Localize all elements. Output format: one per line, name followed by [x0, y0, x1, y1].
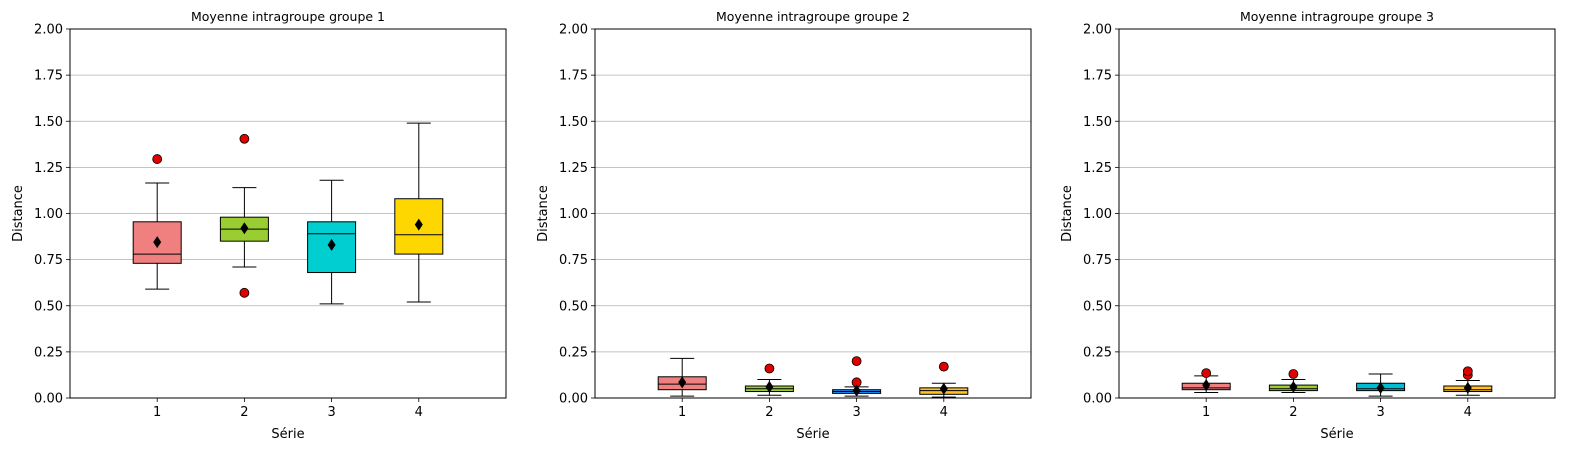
box-series-3 — [307, 179, 357, 305]
axes-frame — [594, 28, 1032, 399]
outlier-point — [152, 154, 163, 164]
mean-marker — [852, 384, 861, 397]
box-series-3 — [1356, 373, 1406, 397]
y-tick-label: 2.00 — [34, 23, 63, 38]
mean-marker — [1202, 379, 1211, 392]
y-axis-label: Distance — [1060, 185, 1075, 242]
y-tick-label: 0.00 — [559, 392, 588, 407]
subplot-title: Moyenne intragroupe groupe 1 — [191, 9, 385, 24]
x-tick-label: 2 — [765, 405, 773, 420]
box-series-1 — [657, 357, 707, 397]
y-tick-label: 0.25 — [1083, 345, 1112, 360]
mean-marker — [1376, 381, 1385, 394]
x-tick-label: 2 — [240, 405, 248, 420]
y-tick-label: 0.25 — [34, 345, 63, 360]
y-axis-label: Distance — [536, 185, 551, 242]
mean-marker — [240, 222, 249, 235]
y-tick-label: 0.50 — [1083, 299, 1112, 314]
mean-marker — [765, 380, 774, 393]
subplot-1: 0.00 0.25 0.50 0.75 1.00 1.25 1.50 1.75 2.00 1 2 3 4… — [11, 9, 507, 442]
box-series-4 — [1443, 366, 1493, 396]
x-tick-label: 3 — [852, 405, 860, 420]
y-tick-label: 1.50 — [34, 115, 63, 130]
outlier-point — [239, 133, 250, 144]
axes-frame — [1118, 28, 1556, 399]
mean-marker — [327, 238, 336, 251]
y-tick-label: 1.75 — [559, 69, 588, 84]
x-tick-label: 3 — [1376, 405, 1384, 420]
y-axis-label: Distance — [11, 185, 26, 242]
subplot-title: Moyenne intragroupe groupe 3 — [1240, 9, 1434, 24]
y-tick-label: 1.50 — [559, 115, 588, 130]
x-tick-label: 1 — [678, 405, 686, 420]
y-tick-label: 2.00 — [559, 23, 588, 38]
mean-marker — [153, 236, 162, 249]
y-tick-label: 1.75 — [1083, 69, 1112, 84]
y-tick-label: 0.75 — [559, 253, 588, 268]
box-series-1 — [1181, 368, 1231, 393]
y-tick-label: 1.00 — [1083, 207, 1112, 222]
y-tick-label: 1.00 — [34, 207, 63, 222]
y-tick-label: 0.25 — [559, 345, 588, 360]
outlier-point — [764, 363, 775, 374]
y-tick-label: 1.25 — [559, 161, 588, 176]
y-tick-label: 0.75 — [1083, 253, 1112, 268]
x-axis-label: Série — [796, 427, 829, 442]
box-series-4 — [919, 361, 969, 398]
x-axis-label: Série — [1320, 427, 1353, 442]
mean-marker — [414, 218, 423, 231]
outlier-point — [938, 361, 949, 372]
x-tick-label: 4 — [1464, 405, 1472, 420]
box-series-2 — [1268, 369, 1318, 393]
y-tick-label: 1.00 — [559, 207, 588, 222]
outlier-point — [851, 356, 862, 367]
subplot-2: 0.00 0.25 0.50 0.75 1.00 1.25 1.50 1.75 2.00 1 2 3 4… — [536, 9, 1032, 442]
box-series-2 — [744, 363, 794, 396]
box-series-1 — [132, 154, 182, 290]
y-tick-label: 1.75 — [34, 69, 63, 84]
outlier-point — [239, 287, 250, 298]
y-tick-label: 1.25 — [34, 161, 63, 176]
box-series-3 — [832, 356, 882, 397]
x-axis-label: Série — [271, 427, 304, 442]
box-series-4 — [394, 122, 444, 303]
x-tick-label: 1 — [153, 405, 161, 420]
y-tick-label: 0.50 — [34, 299, 63, 314]
y-tick-label: 0.00 — [34, 392, 63, 407]
y-tick-label: 0.00 — [1083, 392, 1112, 407]
x-tick-label: 2 — [1289, 405, 1297, 420]
mean-marker — [939, 382, 948, 395]
x-tick-label: 3 — [327, 405, 335, 420]
axes-frame — [69, 28, 507, 399]
y-tick-label: 0.75 — [34, 253, 63, 268]
box-series-2 — [219, 133, 269, 298]
y-tick-label: 0.50 — [559, 299, 588, 314]
mean-marker — [678, 376, 687, 389]
mean-marker — [1289, 380, 1298, 393]
x-tick-label: 1 — [1202, 405, 1210, 420]
y-tick-label: 1.25 — [1083, 161, 1112, 176]
y-tick-label: 1.50 — [1083, 115, 1112, 130]
mean-marker — [1463, 381, 1472, 394]
x-tick-label: 4 — [940, 405, 948, 420]
y-tick-label: 2.00 — [1083, 23, 1112, 38]
outlier-point — [1288, 369, 1299, 379]
subplot-3: 0.00 0.25 0.50 0.75 1.00 1.25 1.50 1.75 2.00 1 2 3 4… — [1060, 9, 1556, 442]
outlier-point — [1462, 366, 1473, 377]
subplot-title: Moyenne intragroupe groupe 2 — [716, 9, 910, 24]
outlier-point — [1201, 368, 1212, 378]
x-tick-label: 4 — [415, 405, 423, 420]
